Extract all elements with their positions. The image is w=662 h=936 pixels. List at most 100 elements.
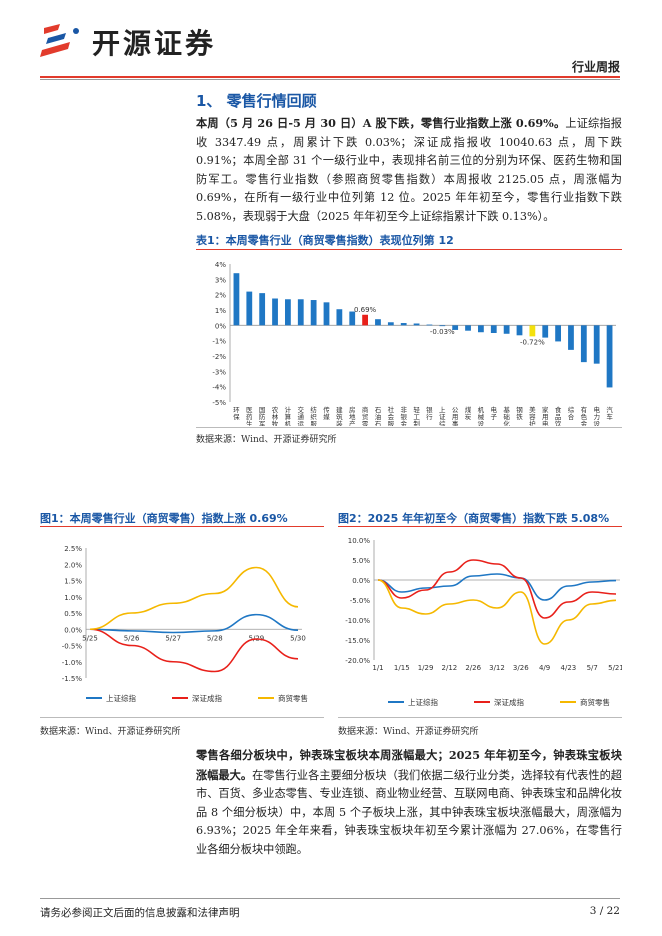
- x-tick-label: 1/1: [372, 664, 383, 672]
- ytd-line-chart: 10.0% 5.0% 0.0% -5.0% -10.0% -15.0% -20.0%1/1 1…: [345, 537, 622, 707]
- bar: [387, 322, 394, 326]
- y-tick-label: -0.5%: [62, 643, 83, 651]
- bar: [478, 325, 484, 333]
- y-tick-label: 0.5%: [64, 610, 82, 618]
- x-tick-label: 家用电器: [542, 405, 549, 426]
- bar: [529, 325, 536, 337]
- bar: [297, 299, 304, 326]
- bar: [516, 325, 523, 336]
- bar: [323, 302, 330, 326]
- y-tick-label: 0%: [215, 322, 226, 330]
- x-tick-label: 煤炭: [465, 405, 472, 421]
- bar: [310, 300, 317, 326]
- y-tick-label: -1.0%: [62, 659, 83, 667]
- y-tick-label: -15.0%: [345, 637, 370, 645]
- paragraph-lead: 本周（5 月 26 日-5 月 30 日）A 股下跌，零售行业指数上涨 0.69…: [196, 116, 566, 130]
- bar: [465, 325, 471, 331]
- page-number: 3 / 22: [589, 905, 620, 917]
- data-label: -0.72%: [520, 338, 545, 346]
- x-tick-label: 3/12: [489, 664, 505, 672]
- y-tick-label: -3%: [212, 368, 226, 376]
- x-tick-label: 环保: [233, 406, 240, 421]
- table1-caption: 表1：本周零售行业（商贸零售指数）表现位列第 12: [196, 234, 454, 247]
- x-tick-label: 5/28: [207, 634, 223, 642]
- y-tick-label: 10.0%: [348, 537, 371, 545]
- bar: [439, 325, 446, 327]
- series-line: [377, 573, 617, 601]
- y-tick-label: 0.0%: [64, 626, 82, 634]
- x-tick-label: 电力设备: [593, 405, 600, 426]
- y-tick-label: -4%: [212, 384, 226, 392]
- fig1-caption: 图1：本周零售行业（商贸零售）指数上涨 0.69%: [40, 512, 288, 525]
- y-tick-label: -20.0%: [345, 657, 370, 665]
- x-tick-label: 银行: [426, 405, 433, 421]
- x-tick-label: 上证综指: [439, 405, 446, 426]
- series-line: [89, 613, 299, 634]
- x-tick-label: 综合: [568, 405, 575, 421]
- bar: [593, 325, 600, 364]
- x-tick-label: 5/26: [124, 634, 140, 642]
- bar: [606, 325, 613, 388]
- x-tick-label: 建筑装饰: [336, 405, 343, 426]
- y-tick-label: -5.0%: [350, 597, 371, 605]
- bar: [336, 309, 343, 326]
- series-line: [377, 559, 617, 619]
- x-tick-label: 食品饮料: [555, 405, 562, 426]
- bar: [503, 325, 510, 334]
- section-title: 1、 零售行情回顾: [196, 92, 317, 110]
- bar: [580, 325, 587, 363]
- table1-source: 数据来源：Wind、开源证券研究所: [196, 435, 337, 445]
- bar: [349, 311, 356, 326]
- footer-disclaimer: 请务必参阅正文后面的信息披露和法律声明: [40, 907, 240, 919]
- y-tick-label: -10.0%: [345, 617, 370, 625]
- bar: [542, 325, 549, 338]
- paragraph2-body: 在零售行业各主要细分板块（我们依据二级行业分类，选择较有代表性的超市、百货、多业…: [196, 768, 622, 856]
- bar: [375, 319, 381, 326]
- fig2-caption: 图2：2025 年年初至今（商贸零售）指数下跌 5.08%: [338, 512, 610, 525]
- header-rule-thin: [40, 79, 620, 80]
- bar: [452, 325, 459, 330]
- paragraph-market-review: 本周（5 月 26 日-5 月 30 日）A 股下跌，零售行业指数上涨 0.69…: [196, 114, 622, 227]
- series-line: [89, 566, 299, 631]
- footer-rule: [40, 898, 620, 899]
- bar: [285, 299, 291, 326]
- x-tick-label: 钢铁: [516, 406, 523, 421]
- paragraph2-lead: 零售各细分板块中，钟表珠宝板块本周涨幅最大；2025 年年初至今，钟表珠宝板块涨…: [196, 748, 622, 782]
- y-tick-label: 3%: [215, 276, 226, 284]
- bar: [246, 291, 253, 326]
- y-tick-label: 1.5%: [64, 578, 82, 586]
- fig2-caption-rule: [338, 526, 622, 527]
- x-tick-label: 5/30: [290, 634, 306, 642]
- legend-label: 上证综指: [408, 697, 438, 707]
- weekly-line-chart: 2.5% 2.0% 1.5% 1.0% 0.5% 0.0% -0.5% -1.0% -1.5% 5…: [62, 545, 308, 703]
- bar: [233, 273, 240, 326]
- y-tick-label: 1.0%: [64, 594, 82, 602]
- header-rule: [40, 76, 620, 78]
- x-tick-label: 5/7: [587, 664, 598, 672]
- bar: [362, 314, 368, 326]
- y-tick-label: -2%: [212, 353, 226, 361]
- logo-icon: [40, 24, 79, 57]
- y-tick-label: 0.0%: [352, 577, 370, 585]
- bar: [259, 293, 266, 326]
- x-tick-label: 3/26: [513, 664, 529, 672]
- x-tick-label: 4/9: [539, 664, 550, 672]
- fig2-source: 数据来源：Wind、开源证券研究所: [338, 727, 479, 737]
- y-tick-label: 4%: [215, 261, 226, 269]
- bar: [568, 325, 574, 350]
- data-label: -0.03%: [430, 328, 455, 336]
- x-tick-label: 5/25: [82, 634, 98, 642]
- x-tick-label: 1/15: [394, 664, 410, 672]
- fig1-caption-rule: [40, 526, 324, 527]
- legend-label: 上证综指: [106, 693, 136, 703]
- x-tick-label: 轻工制造: [413, 405, 420, 426]
- x-tick-label: 有色金属: [581, 405, 588, 426]
- y-tick-label: 2.5%: [64, 545, 82, 553]
- x-tick-label: 医药生物: [246, 406, 253, 426]
- data-label: 0.69%: [354, 306, 377, 314]
- series-line: [89, 628, 299, 673]
- legend-label: 深证成指: [192, 693, 222, 703]
- fig1-bottom-rule: [40, 717, 324, 718]
- legend-label: 商贸零售: [278, 693, 308, 703]
- y-tick-label: 2%: [215, 292, 226, 300]
